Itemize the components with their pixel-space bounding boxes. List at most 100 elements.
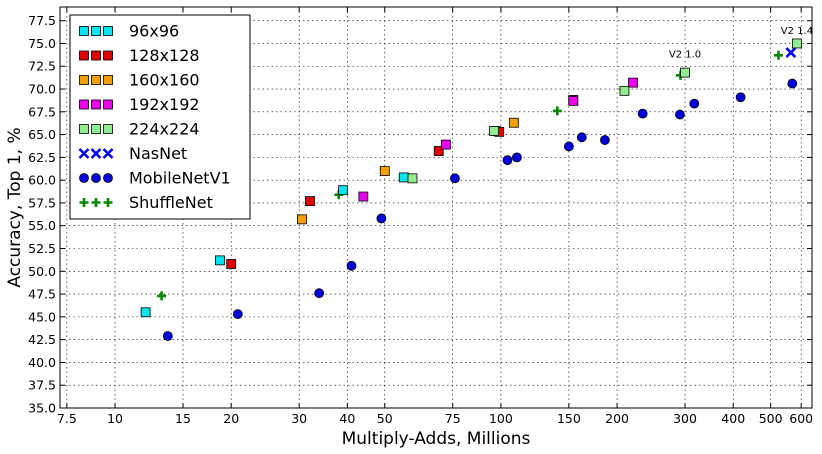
- point-224x224: [619, 85, 630, 96]
- x-tick-label: 75: [445, 411, 461, 426]
- legend-label-160x160: 160x160: [129, 71, 200, 90]
- legend-marker-128x128: [103, 50, 113, 61]
- legend-marker-96x96: [79, 26, 89, 36]
- legend-marker-192x192: [91, 99, 101, 110]
- point-224x224: [407, 173, 418, 184]
- legend-marker-96x96: [91, 26, 101, 36]
- x-tick-label: 20: [223, 411, 239, 426]
- x-tick-label: 100: [489, 411, 513, 426]
- annotation-label: V2 1.0: [669, 50, 701, 61]
- point-mobilenetv1: [314, 288, 325, 299]
- legend-marker-nasnet: [90, 148, 102, 159]
- legend-marker-nasnet: [78, 148, 90, 159]
- x-tick-label: 15: [175, 411, 191, 426]
- point-160x160: [379, 166, 390, 176]
- annotations: V2 1.0 V2 1.4: [669, 26, 813, 61]
- y-tick-label: 50.0: [28, 264, 56, 279]
- x-tick-label: 400: [721, 411, 745, 426]
- y-tick-label: 65.0: [28, 127, 56, 142]
- legend-marker-160x160: [79, 75, 89, 85]
- legend-marker-192x192: [79, 99, 89, 110]
- point-128x128: [433, 146, 444, 156]
- point-mobilenetv1: [232, 309, 243, 320]
- x-tick-label: 40: [339, 411, 355, 426]
- legend-marker-160x160: [103, 75, 113, 85]
- point-mobilenetv1: [787, 78, 798, 89]
- legend-label-96x96: 96x96: [129, 22, 179, 41]
- y-tick-label: 75.0: [28, 36, 56, 51]
- legend-label-mobilenetv1: MobileNetV1: [129, 169, 231, 188]
- point-160x160: [297, 214, 307, 225]
- point-192x192: [358, 191, 369, 202]
- legend-marker-128x128: [91, 50, 101, 61]
- y-tick-label: 45.0: [28, 309, 56, 324]
- x-tick-label: 150: [557, 411, 581, 426]
- legend-marker-shufflenet: [91, 198, 101, 207]
- point-mobilenetv1: [502, 155, 513, 166]
- point-mobilenetv1: [346, 260, 357, 271]
- point-192x192: [568, 95, 579, 106]
- point-96x96: [140, 307, 151, 318]
- point-96x96: [215, 255, 225, 266]
- y-tick-label: 37.5: [28, 378, 56, 393]
- point-192x192: [440, 139, 451, 150]
- legend-marker-96x96: [103, 26, 113, 36]
- legend-label-224x224: 224x224: [129, 120, 200, 139]
- legend-marker-224x224: [103, 124, 113, 134]
- point-mobilenetv1: [376, 213, 387, 224]
- legend-label-nasnet: NasNet: [129, 144, 187, 163]
- point-mobilenetv1: [563, 141, 574, 152]
- point-mobilenetv1: [511, 152, 522, 163]
- point-96x96: [338, 185, 349, 196]
- legend-marker-224x224: [91, 124, 101, 134]
- point-96x96: [398, 172, 409, 183]
- y-tick-label: 35.0: [28, 401, 56, 416]
- y-tick-label: 52.5: [28, 241, 56, 256]
- point-mobilenetv1: [162, 331, 173, 341]
- point-shufflenet: [773, 50, 783, 60]
- legend-marker-mobilenetv1: [103, 173, 113, 183]
- x-tick-label: 500: [759, 411, 783, 426]
- point-160x160: [508, 117, 519, 128]
- point-128x128: [226, 259, 237, 269]
- plot-area-frame: [59, 6, 813, 409]
- legend-marker-224x224: [79, 124, 89, 134]
- point-192x192: [628, 77, 638, 88]
- point-mobilenetv1: [637, 108, 648, 119]
- point-mobilenetv1: [735, 92, 746, 103]
- x-tick-label: 200: [605, 411, 629, 426]
- x-axis-label: Multiply-Adds, Millions: [342, 429, 531, 449]
- legend-marker-192x192: [103, 99, 113, 110]
- legend-marker-nasnet: [102, 148, 114, 159]
- y-tick-label: 57.5: [28, 195, 56, 210]
- legend-label-192x192: 192x192: [129, 95, 200, 114]
- y-tick-label: 62.5: [28, 150, 56, 165]
- y-tick-label: 77.5: [28, 13, 56, 28]
- legend-marker-shufflenet: [79, 198, 89, 207]
- x-tick-label: 600: [789, 411, 813, 426]
- point-128x128: [305, 196, 315, 207]
- x-tick-label: 7.5: [57, 411, 77, 426]
- y-tick-label: 42.5: [28, 332, 56, 347]
- y-axis-label: Accuracy, Top 1, %: [5, 127, 25, 287]
- point-mobilenetv1: [450, 173, 460, 184]
- point-mobilenetv1: [576, 132, 587, 143]
- point-shufflenet: [157, 291, 167, 301]
- legend-marker-mobilenetv1: [79, 173, 89, 183]
- legend-marker-shufflenet: [103, 198, 113, 207]
- axis-ticks: 7.5 10 15 20 30 40 50 75 100 150 200 300 400 500 600 35…: [28, 7, 813, 426]
- x-tick-label: 300: [673, 411, 697, 426]
- y-tick-label: 70.0: [28, 82, 56, 97]
- y-tick-label: 40.0: [28, 355, 56, 370]
- point-224x224: [680, 67, 690, 78]
- point-mobilenetv1: [689, 98, 700, 109]
- y-tick-label: 72.5: [28, 59, 56, 74]
- point-shufflenet: [552, 106, 562, 116]
- y-tick-label: 47.5: [28, 287, 56, 302]
- y-tick-label: 60.0: [28, 173, 56, 188]
- legend-label-128x128: 128x128: [129, 46, 200, 65]
- legend-label-shufflenet: ShuffleNet: [129, 193, 213, 212]
- y-tick-label: 55.0: [28, 218, 56, 233]
- data-points: [140, 38, 802, 341]
